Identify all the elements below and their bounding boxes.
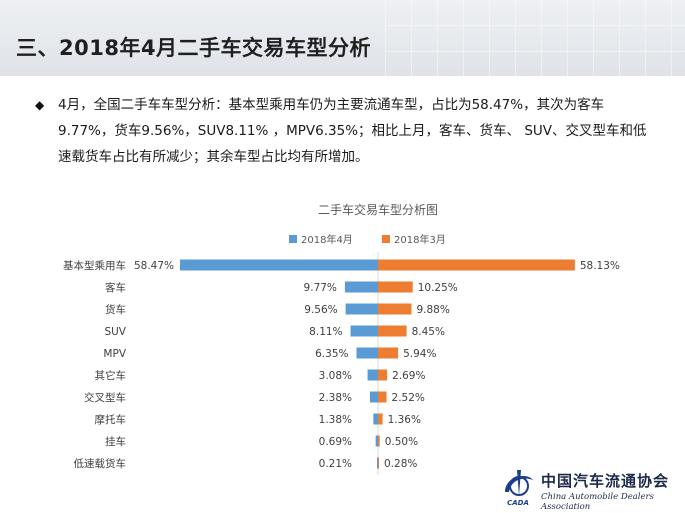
- data-label-mar: 58.13%: [580, 260, 620, 272]
- data-label-apr: 9.77%: [304, 282, 337, 294]
- category-label: 低速载货车: [74, 457, 127, 470]
- data-label-apr: 2.38%: [319, 392, 352, 404]
- data-label-mar: 8.45%: [412, 326, 445, 338]
- page-title: 三、2018年4月二手车交易车型分析: [16, 36, 372, 60]
- bar-apr: [180, 259, 378, 271]
- legend-swatch-apr: [289, 235, 297, 243]
- data-label-mar: 0.28%: [384, 458, 417, 470]
- cada-logo: CADA 中国汽车流通协会 China Automobile Dealers A…: [497, 466, 682, 512]
- bar-apr: [377, 457, 378, 469]
- category-label: MPV: [103, 348, 126, 360]
- data-label-mar: 9.88%: [416, 304, 449, 316]
- data-label-apr: 9.56%: [304, 304, 337, 316]
- data-label-apr: 6.35%: [315, 348, 348, 360]
- bar-mar: [378, 303, 412, 315]
- data-label-apr: 1.38%: [319, 414, 352, 426]
- data-label-apr: 3.08%: [319, 370, 352, 382]
- legend-swatch-mar: [382, 235, 390, 243]
- cada-emblem-icon: CADA: [505, 470, 533, 507]
- bar-mar: [378, 281, 413, 293]
- chart-title: 二手车交易车型分析图: [318, 202, 438, 217]
- category-label: 基本型乘用车: [63, 259, 126, 272]
- bar-apr: [375, 435, 378, 447]
- data-label-apr: 8.11%: [309, 326, 342, 338]
- bar-apr: [373, 413, 378, 425]
- summary-text: 4月，全国二手车车型分析：基本型乘用车仍为主要流通车型，占比为58.47%，其次…: [58, 97, 647, 165]
- header-pattern: [385, 0, 685, 76]
- data-label-apr: 0.69%: [319, 436, 352, 448]
- logo-name-en: China Automobile Dealers Association: [541, 492, 654, 512]
- bar-mar: [378, 325, 407, 337]
- bar-mar: [378, 391, 387, 403]
- bar-mar: [378, 369, 388, 381]
- category-label: 挂车: [105, 435, 126, 448]
- bar-mar: [378, 457, 379, 469]
- summary-paragraph: ◆ 4月，全国二手车车型分析：基本型乘用车仍为主要流通车型，占比为58.47%，…: [35, 92, 656, 170]
- legend-label-apr: 2018年4月: [301, 233, 353, 246]
- bar-apr: [344, 281, 378, 293]
- bar-mar: [378, 413, 383, 425]
- data-label-mar: 10.25%: [418, 282, 458, 294]
- bar-apr: [369, 391, 378, 403]
- data-label-mar: 5.94%: [403, 348, 436, 360]
- bar-apr: [356, 347, 378, 359]
- category-label: 交叉型车: [84, 391, 126, 404]
- category-label: 客车: [105, 281, 126, 294]
- legend-label-mar: 2018年3月: [394, 233, 446, 246]
- logo-name-cn: 中国汽车流通协会: [541, 472, 670, 490]
- category-label: 其它车: [95, 369, 127, 382]
- category-label: SUV: [104, 326, 126, 338]
- logo-mark-text: CADA: [507, 499, 529, 507]
- bar-mar: [378, 347, 399, 359]
- category-label: 货车: [105, 303, 126, 316]
- bar-apr: [367, 369, 378, 381]
- bar-apr: [350, 325, 378, 337]
- bar-mar: [378, 259, 575, 271]
- data-label-apr: 0.21%: [319, 458, 352, 470]
- data-label-apr: 58.47%: [134, 260, 174, 272]
- category-label: 摩托车: [95, 413, 127, 426]
- data-label-mar: 2.52%: [392, 392, 425, 404]
- bar-apr: [345, 303, 378, 315]
- bar-mar: [378, 435, 380, 447]
- data-label-mar: 1.36%: [388, 414, 421, 426]
- data-label-mar: 2.69%: [392, 370, 425, 382]
- header-banner: 三、2018年4月二手车交易车型分析: [0, 0, 685, 76]
- bullet-diamond-icon: ◆: [35, 98, 45, 112]
- data-label-mar: 0.50%: [385, 436, 418, 448]
